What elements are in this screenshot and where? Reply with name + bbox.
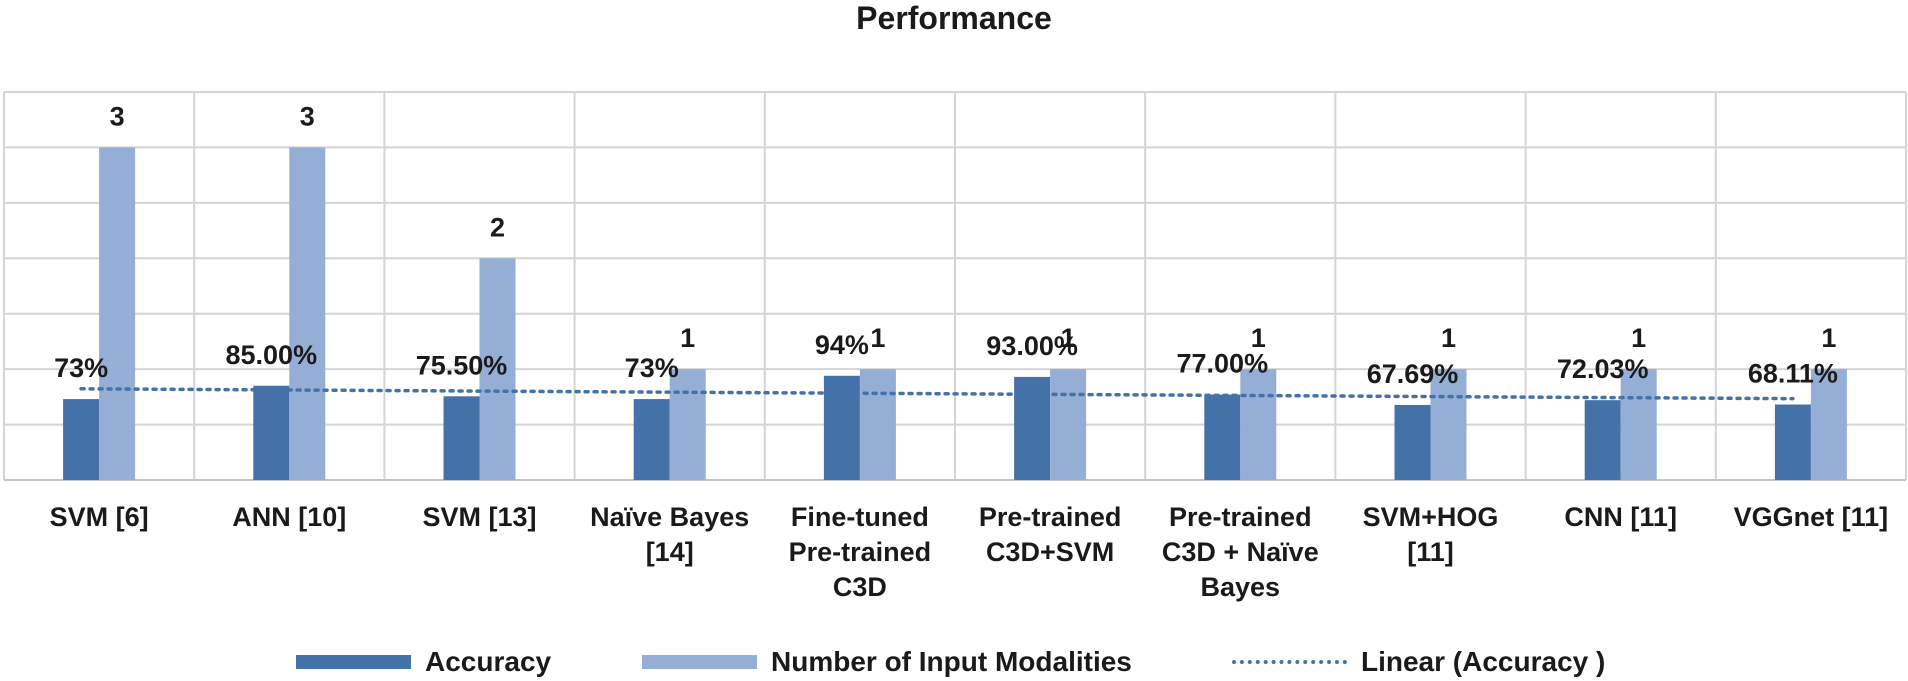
bar-modalities xyxy=(1810,369,1847,480)
legend-label-accuracy: Accuracy xyxy=(425,646,552,677)
data-label-modalities: 1 xyxy=(1821,323,1836,353)
legend-line-trendline xyxy=(1232,660,1347,664)
bar-modalities xyxy=(859,369,896,480)
trendline-accuracy xyxy=(79,387,1795,401)
data-label-modalities: 2 xyxy=(490,212,505,242)
data-label-modalities: 3 xyxy=(110,101,125,131)
bar-modalities xyxy=(669,369,706,480)
x-tick-label: Pre-trained C3D + Naïve Bayes xyxy=(1162,502,1319,602)
data-label-modalities: 1 xyxy=(1061,323,1076,353)
bar-modalities xyxy=(1620,369,1657,480)
x-tick-label: SVM+HOG [11] xyxy=(1363,502,1499,567)
x-tick-label: SVM [6] xyxy=(50,502,149,532)
data-label-modalities: 1 xyxy=(1251,323,1266,353)
data-label-modalities: 1 xyxy=(1441,323,1456,353)
bar-modalities xyxy=(289,147,326,480)
legend-item-accuracy: Accuracy xyxy=(296,646,551,678)
bar-accuracy xyxy=(1204,394,1241,480)
data-label-accuracy: 93.00% xyxy=(986,331,1078,361)
x-tick-label: CNN [11] xyxy=(1564,502,1677,532)
bar-modalities xyxy=(1430,369,1467,480)
legend-item-modalities: Number of Input Modalities xyxy=(642,646,1132,678)
bar-modalities xyxy=(1050,369,1087,480)
bar-modalities xyxy=(99,147,136,480)
data-label-modalities: 3 xyxy=(300,101,315,131)
data-label-accuracy: 67.69% xyxy=(1367,359,1459,389)
data-label-accuracy: 85.00% xyxy=(226,340,318,370)
bar-accuracy xyxy=(443,396,480,480)
chart: 73%385.00%375.50%273%1 94% 1 93.00%177.00%1… xyxy=(3,91,1907,602)
data-label-accuracy: 72.03% xyxy=(1557,354,1649,384)
data-label-accuracy: 75.50% xyxy=(416,350,508,380)
bar-accuracy xyxy=(63,399,100,480)
data-label-accuracy: 94% xyxy=(815,330,869,360)
legend-label-trendline: Linear (Accuracy ) xyxy=(1361,646,1606,677)
legend-swatch-accuracy xyxy=(296,655,411,669)
legend-label-modalities: Number of Input Modalities xyxy=(771,646,1132,677)
legend-item-trendline: Linear (Accuracy ) xyxy=(1232,646,1605,678)
bar-modalities xyxy=(1240,369,1277,480)
bar-accuracy xyxy=(633,399,670,480)
data-label-accuracy: 73% xyxy=(54,353,108,383)
bar-accuracy xyxy=(1584,400,1621,480)
data-label-modalities: 1 xyxy=(1631,323,1646,353)
bar-accuracy xyxy=(253,385,290,480)
legend-swatch-modalities xyxy=(642,655,757,669)
bar-accuracy xyxy=(1774,404,1811,480)
bar-accuracy xyxy=(1014,376,1051,480)
x-tick-label: ANN [10] xyxy=(232,502,346,532)
x-tick-label: SVM [13] xyxy=(422,502,536,532)
data-label-accuracy: 73% xyxy=(625,353,679,383)
x-tick-label: Fine-tuned Pre-trained C3D xyxy=(789,502,932,602)
data-label-modalities: 1 xyxy=(870,323,885,353)
chart-title: Performance xyxy=(856,0,1052,36)
bar-modalities xyxy=(479,258,516,480)
x-tick-label: Naïve Bayes [14] xyxy=(590,502,749,567)
bar-accuracy xyxy=(1394,404,1431,480)
x-tick-label: VGGnet [11] xyxy=(1734,502,1889,532)
data-label-modalities: 1 xyxy=(680,323,695,353)
data-label-accuracy: 68.11% xyxy=(1748,358,1838,388)
data-label-accuracy: 77.00% xyxy=(1177,349,1269,379)
legend: Accuracy Number of Input Modalities Line… xyxy=(0,646,1908,680)
x-tick-label: Pre-trained C3D+SVM xyxy=(979,502,1122,567)
